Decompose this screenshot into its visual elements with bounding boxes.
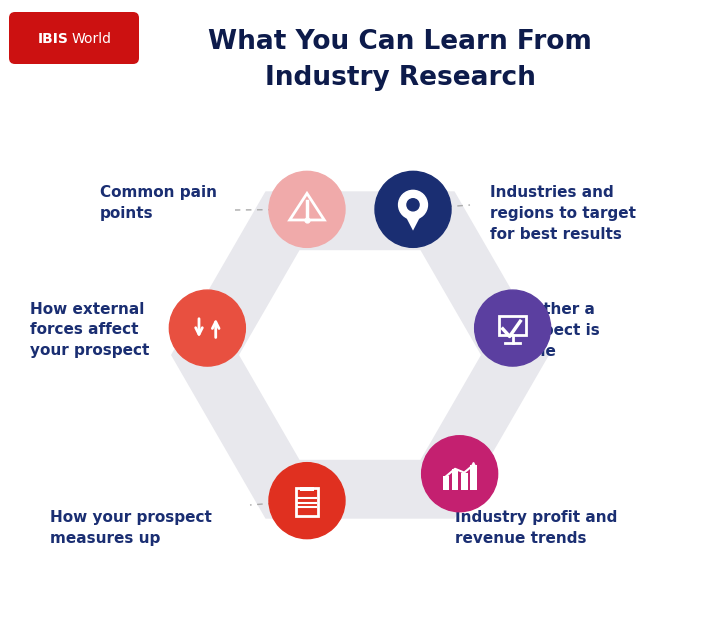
Polygon shape: [401, 207, 426, 230]
Bar: [470, 465, 477, 490]
Circle shape: [399, 190, 428, 220]
FancyBboxPatch shape: [9, 12, 139, 64]
Text: IBIS: IBIS: [38, 32, 69, 46]
Text: Industry Research: Industry Research: [264, 65, 536, 91]
Text: Industry profit and
revenue trends: Industry profit and revenue trends: [455, 510, 617, 546]
Circle shape: [375, 172, 451, 247]
Text: Whether a
prospect is
viable: Whether a prospect is viable: [505, 301, 600, 358]
Text: How your prospect
measures up: How your prospect measures up: [50, 510, 212, 546]
Bar: [451, 468, 459, 490]
Circle shape: [269, 172, 345, 247]
Circle shape: [269, 463, 345, 539]
Circle shape: [474, 290, 551, 366]
Bar: [296, 488, 318, 516]
Text: How external
forces affect
your prospect: How external forces affect your prospect: [30, 301, 149, 358]
Circle shape: [407, 199, 419, 211]
Polygon shape: [239, 250, 481, 460]
Text: What You Can Learn From: What You Can Learn From: [208, 29, 592, 55]
Circle shape: [169, 290, 246, 366]
Text: World: World: [72, 32, 112, 46]
Polygon shape: [171, 191, 549, 518]
Bar: [300, 487, 314, 491]
Text: Common pain
points: Common pain points: [100, 185, 217, 221]
Bar: [500, 316, 526, 335]
Bar: [461, 472, 467, 490]
Circle shape: [422, 436, 498, 512]
Text: Industries and
regions to target
for best results: Industries and regions to target for bes…: [490, 185, 636, 242]
Bar: [443, 476, 449, 490]
